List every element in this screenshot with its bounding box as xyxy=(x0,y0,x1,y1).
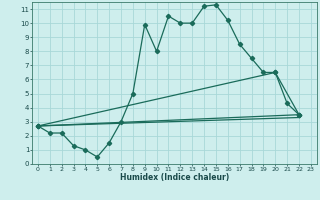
X-axis label: Humidex (Indice chaleur): Humidex (Indice chaleur) xyxy=(120,173,229,182)
